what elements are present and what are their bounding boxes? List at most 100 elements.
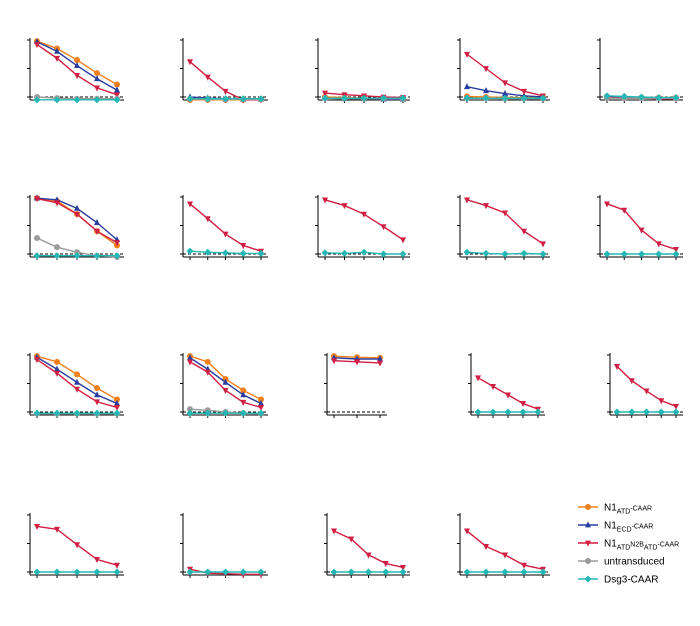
data-point-N1ATDN2B — [673, 403, 679, 410]
data-point-N1ATDN2B — [34, 42, 40, 49]
data-point-Dsg3 — [330, 568, 338, 576]
data-point-N1ECD — [222, 378, 229, 385]
series-line-N1ATDN2B — [616, 365, 677, 407]
legend-text: -CAAR — [630, 506, 652, 513]
series-line-N1ATDN2B — [606, 203, 677, 251]
data-point-Dsg3 — [613, 408, 621, 416]
data-point-Dsg3 — [222, 568, 229, 576]
data-point-N1ATD — [114, 81, 120, 88]
data-point-N1ATDN2B — [604, 201, 610, 208]
data-point-N1ATDN2B — [643, 388, 650, 395]
legend-subscript: ATD — [617, 545, 630, 552]
data-point-N1ATDN2B — [114, 92, 120, 99]
data-point-Dsg3 — [501, 250, 509, 258]
data-point-N1ATDN2B — [322, 197, 328, 204]
data-point-Dsg3 — [519, 408, 527, 416]
chart-panel — [457, 195, 550, 260]
legend-text: N2B — [630, 542, 644, 549]
data-point-N1ATDN2B — [74, 542, 80, 549]
data-point-N1ATD — [54, 358, 60, 365]
data-point-N1ATDN2B — [187, 59, 193, 66]
data-point-Dsg3 — [539, 94, 547, 102]
data-point-N1ATDN2B — [483, 66, 489, 73]
data-point-N1ATDN2B — [54, 526, 60, 533]
data-point-N1ATDN2B — [464, 51, 470, 58]
data-point-Dsg3 — [341, 249, 348, 257]
data-point-N1ATDN2B — [540, 241, 546, 248]
legend-marker-N1ATD — [585, 504, 591, 510]
data-point-N1ATDN2B — [331, 358, 337, 365]
data-point-untransduced — [34, 235, 40, 242]
chart-panel — [597, 38, 683, 103]
data-point-N1ATDN2B — [502, 210, 508, 217]
data-point-N1ATDN2B — [54, 200, 60, 207]
data-point-Dsg3 — [657, 408, 665, 416]
data-point-N1ATDN2B — [464, 528, 470, 535]
data-point-Dsg3 — [33, 96, 41, 104]
data-point-N1ATD — [114, 396, 120, 403]
data-point-Dsg3 — [53, 252, 61, 260]
data-point-N1ATD — [74, 371, 80, 378]
series-line-N1ATDN2B — [333, 530, 404, 569]
data-point-N1ATDN2B — [377, 360, 383, 367]
data-point-N1ATDN2B — [34, 196, 40, 203]
legend-text: N1 — [604, 503, 617, 514]
data-point-N1ECD — [74, 204, 80, 211]
series-line-N1ATDN2B — [36, 43, 118, 96]
data-point-Dsg3 — [53, 96, 61, 104]
data-point-Dsg3 — [603, 92, 611, 100]
data-point-N1ATDN2B — [614, 364, 620, 370]
chart-panel — [324, 353, 387, 418]
data-point-N1ATDN2B — [94, 557, 100, 564]
data-point-N1ATDN2B — [348, 536, 355, 543]
data-point-Dsg3 — [620, 92, 628, 100]
data-point-Dsg3 — [53, 409, 61, 417]
data-point-N1ATD — [240, 387, 247, 394]
data-point-N1ECD — [74, 378, 80, 385]
data-point-Dsg3 — [239, 249, 247, 257]
legend-text: N1 — [604, 539, 617, 550]
data-point-Dsg3 — [380, 94, 387, 102]
chart-panel — [27, 513, 124, 578]
data-point-Dsg3 — [603, 250, 611, 258]
series-line-N1ATDN2B — [324, 199, 404, 241]
data-point-Dsg3 — [360, 94, 368, 102]
data-point-N1ECD — [464, 83, 470, 90]
data-point-Dsg3 — [399, 250, 407, 258]
data-point-Dsg3 — [33, 252, 41, 260]
data-point-N1ATDN2B — [400, 237, 406, 244]
data-point-Dsg3 — [482, 94, 490, 102]
data-point-N1ECD — [187, 354, 193, 361]
data-point-Dsg3 — [655, 94, 663, 102]
data-point-Dsg3 — [186, 247, 194, 255]
data-point-N1ATD — [74, 56, 80, 63]
legend-text: -CAAR — [632, 524, 654, 531]
data-point-Dsg3 — [382, 568, 390, 576]
chart-panel — [180, 38, 268, 104]
data-point-N1ECD — [258, 399, 264, 406]
chart-panel — [457, 513, 550, 578]
data-point-N1ATDN2B — [54, 370, 60, 377]
data-point-Dsg3 — [73, 568, 81, 576]
data-point-N1ATDN2B — [222, 387, 229, 394]
data-point-Dsg3 — [73, 96, 81, 104]
data-point-Dsg3 — [539, 568, 547, 576]
chart-panel — [607, 353, 683, 418]
legend-subscript: ECD — [617, 527, 632, 534]
data-point-Dsg3 — [399, 568, 407, 576]
legend-text: -CAAR — [657, 542, 679, 549]
data-point-N1ATDN2B — [361, 211, 367, 218]
data-point-N1ATDN2B — [54, 55, 60, 62]
data-point-Dsg3 — [321, 249, 329, 257]
data-point-Dsg3 — [257, 95, 265, 103]
data-point-N1ATDN2B — [483, 543, 489, 550]
data-point-Dsg3 — [489, 408, 497, 416]
data-point-N1ATDN2B — [673, 247, 679, 254]
data-point-Dsg3 — [672, 250, 680, 258]
data-point-Dsg3 — [520, 249, 528, 257]
data-point-N1ATDN2B — [483, 203, 489, 210]
data-point-Dsg3 — [222, 95, 229, 103]
data-point-Dsg3 — [672, 408, 680, 416]
data-point-N1ATD — [94, 385, 100, 392]
data-point-Dsg3 — [482, 568, 490, 576]
